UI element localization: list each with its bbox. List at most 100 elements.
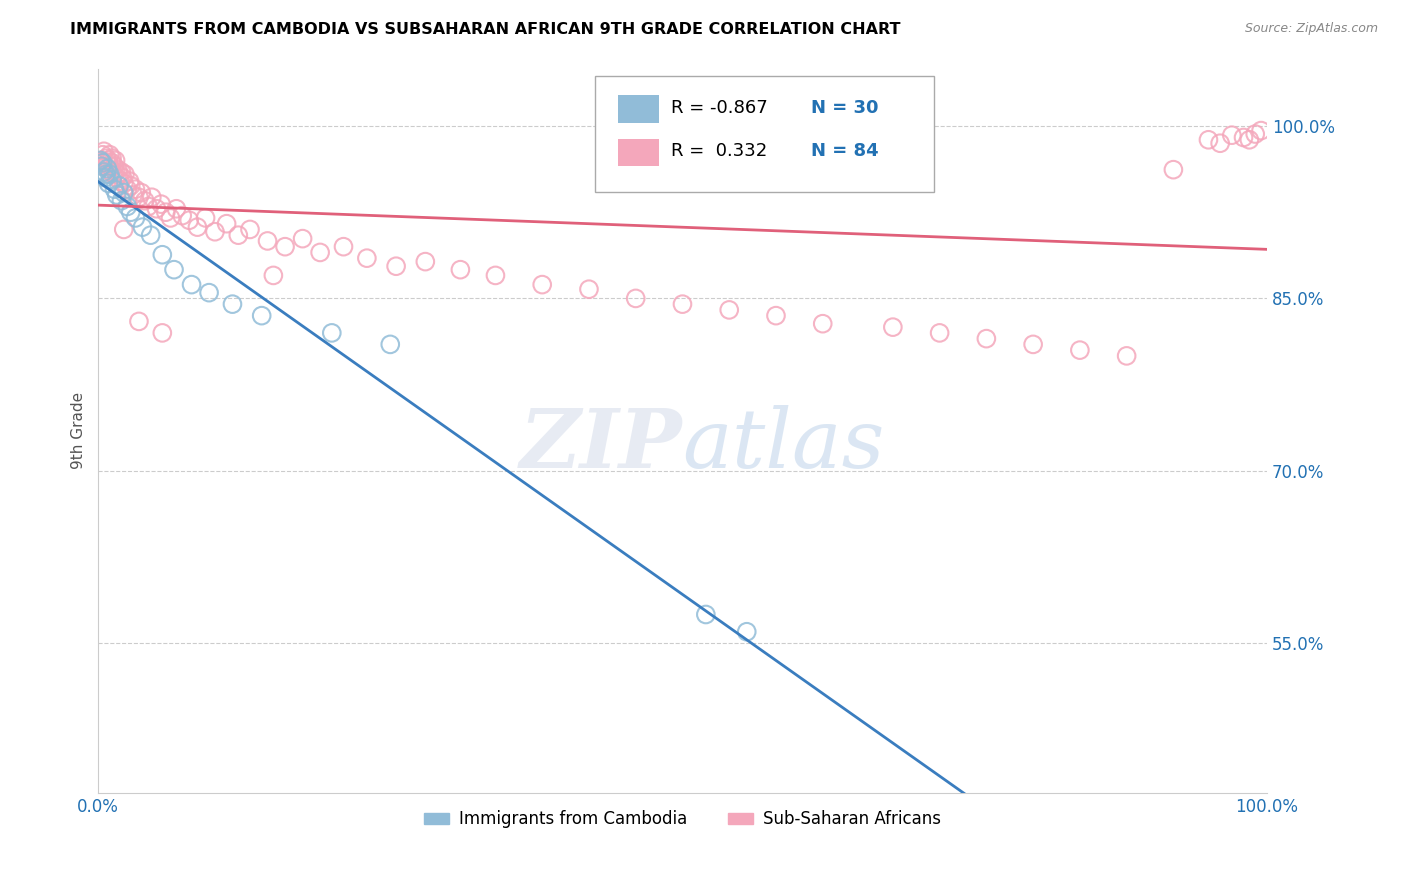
FancyBboxPatch shape	[595, 76, 934, 192]
Point	[695, 607, 717, 622]
Point	[101, 155, 124, 169]
Point	[1115, 349, 1137, 363]
Point	[101, 173, 124, 187]
Point	[91, 155, 114, 169]
Point	[1022, 337, 1045, 351]
Point	[97, 177, 120, 191]
Point	[1197, 133, 1219, 147]
Y-axis label: 9th Grade: 9th Grade	[72, 392, 86, 469]
Point	[1239, 133, 1261, 147]
Point	[114, 167, 136, 181]
Point	[671, 297, 693, 311]
Point	[98, 167, 121, 181]
Point	[204, 225, 226, 239]
Point	[98, 159, 121, 173]
Point	[107, 162, 129, 177]
Point	[215, 217, 238, 231]
FancyBboxPatch shape	[619, 139, 659, 166]
Point	[120, 178, 142, 193]
Point	[105, 170, 128, 185]
Point	[578, 282, 600, 296]
Point	[624, 292, 647, 306]
Point	[112, 222, 135, 236]
Point	[128, 190, 150, 204]
Point	[108, 178, 131, 193]
Point	[96, 167, 118, 181]
Point	[846, 165, 869, 179]
Point	[150, 248, 173, 262]
Text: Source: ZipAtlas.com: Source: ZipAtlas.com	[1244, 22, 1378, 36]
Point	[112, 186, 135, 200]
Point	[150, 197, 173, 211]
Point	[221, 297, 243, 311]
Point	[531, 277, 554, 292]
Point	[484, 268, 506, 283]
Text: IMMIGRANTS FROM CAMBODIA VS SUBSAHARAN AFRICAN 9TH GRADE CORRELATION CHART: IMMIGRANTS FROM CAMBODIA VS SUBSAHARAN A…	[70, 22, 901, 37]
Point	[96, 155, 118, 169]
Point	[186, 220, 208, 235]
Point	[117, 199, 139, 213]
Point	[165, 202, 187, 216]
Text: atlas: atlas	[682, 405, 884, 485]
Point	[100, 165, 122, 179]
Point	[256, 234, 278, 248]
Point	[103, 159, 125, 173]
Point	[1163, 162, 1185, 177]
Point	[103, 182, 125, 196]
Point	[108, 167, 131, 181]
Point	[103, 167, 125, 181]
Point	[155, 205, 177, 219]
Point	[110, 194, 132, 208]
Point	[274, 240, 297, 254]
Point	[1220, 128, 1243, 143]
Point	[124, 182, 146, 196]
Point	[239, 222, 262, 236]
Point	[111, 170, 134, 185]
Text: N = 84: N = 84	[811, 143, 879, 161]
Point	[131, 220, 153, 235]
Text: N = 30: N = 30	[811, 99, 879, 117]
Point	[94, 159, 117, 173]
Point	[735, 624, 758, 639]
Point	[180, 277, 202, 292]
FancyBboxPatch shape	[619, 95, 659, 123]
Point	[385, 259, 408, 273]
Point	[104, 165, 127, 179]
Point	[97, 153, 120, 168]
Point	[1209, 136, 1232, 151]
Point	[89, 153, 111, 168]
Point	[332, 240, 354, 254]
Point	[882, 320, 904, 334]
Point	[98, 147, 121, 161]
Point	[118, 174, 141, 188]
Point	[291, 232, 314, 246]
Point	[105, 188, 128, 202]
Point	[134, 194, 156, 208]
Point	[262, 268, 284, 283]
Point	[101, 151, 124, 165]
Point	[172, 209, 194, 223]
Point	[179, 213, 201, 227]
Point	[124, 211, 146, 225]
Point	[90, 153, 112, 168]
Text: R = -0.867: R = -0.867	[671, 99, 768, 117]
Point	[139, 228, 162, 243]
Point	[163, 262, 186, 277]
Point	[91, 147, 114, 161]
Point	[976, 332, 998, 346]
Point	[145, 202, 167, 216]
Point	[104, 153, 127, 168]
Point	[150, 326, 173, 340]
Text: R =  0.332: R = 0.332	[671, 143, 768, 161]
Point	[96, 161, 118, 176]
Point	[415, 254, 437, 268]
Point	[110, 165, 132, 179]
Point	[1232, 130, 1254, 145]
Point	[718, 302, 741, 317]
Point	[1069, 343, 1091, 358]
Point	[194, 211, 217, 225]
Point	[141, 190, 163, 204]
Point	[226, 228, 249, 243]
Point	[90, 159, 112, 173]
Point	[159, 211, 181, 225]
